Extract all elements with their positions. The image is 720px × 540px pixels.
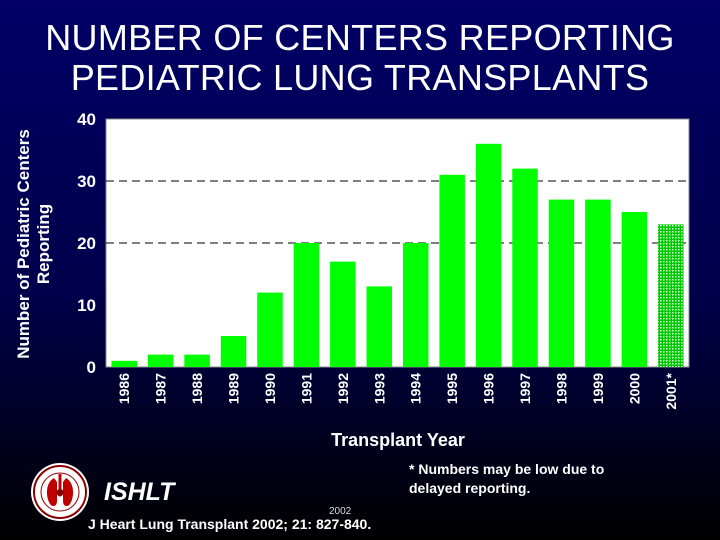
bar-1994 (402, 243, 429, 367)
x-tick-label: 1986 (116, 373, 132, 404)
bar-2000 (621, 212, 648, 367)
x-tick-label: 2000 (626, 373, 642, 404)
bar-1995 (439, 174, 465, 367)
x-tick-labels: 1986 1987 1988 1989 1990 1991 1992 1993 1994 1995… (116, 372, 679, 409)
bar-1999 (585, 199, 611, 367)
y-tick-label: 10 (77, 296, 96, 315)
x-tick-label: 1996 (481, 373, 497, 404)
bar-1998 (548, 199, 575, 367)
bar-1989 (220, 336, 247, 367)
x-tick-label: 1990 (262, 373, 278, 404)
bar-1992 (330, 261, 356, 367)
bar-1993 (366, 286, 393, 367)
x-tick-label: 1997 (517, 373, 533, 404)
bar-2001-partial (658, 224, 684, 367)
y-axis-label-line-2: Reporting (34, 203, 53, 285)
y-tick-label: 0 (87, 358, 96, 377)
title-line-2: PEDIATRIC LUNG TRANSPLANTS (70, 57, 650, 98)
bar-1991 (293, 243, 320, 367)
bar-1987 (147, 354, 174, 367)
x-tick-label: 1993 (371, 373, 387, 404)
ishlt-seal-icon (31, 463, 89, 521)
x-tick-label: 1994 (408, 373, 424, 404)
y-tick-labels: 0 10 20 30 40 (77, 110, 96, 377)
bar-1988 (184, 354, 210, 367)
x-tick-label: 1998 (553, 373, 569, 404)
x-tick-label: 1991 (298, 373, 314, 404)
x-tick-label: 1988 (189, 373, 205, 404)
y-tick-label: 30 (77, 172, 96, 191)
bar-1996 (475, 143, 502, 367)
bars (111, 143, 684, 367)
bar-1997 (512, 168, 538, 367)
title-line-1: NUMBER OF CENTERS REPORTING (45, 17, 675, 58)
small-year: 2002 (329, 506, 352, 517)
bar-1986 (111, 360, 137, 367)
y-axis-label: Number of Pediatric Centers Reporting (14, 129, 54, 359)
y-tick-label: 20 (77, 234, 96, 253)
y-tick-label: 40 (77, 110, 96, 129)
y-axis-label-line-1: Number of Pediatric Centers (14, 129, 33, 359)
footnote: * Numbers may be low due to delayed repo… (409, 461, 605, 496)
x-tick-label: 1999 (590, 373, 606, 404)
chart-title: NUMBER OF CENTERS REPORTING PEDIATRIC LU… (0, 18, 720, 98)
org-name: ISHLT (104, 478, 175, 506)
x-tick-label: 1989 (226, 373, 242, 404)
x-tick-label: 2001* (663, 372, 679, 409)
x-axis-label: Transplant Year (331, 430, 465, 450)
x-tick-label: 1992 (335, 373, 351, 404)
bar-1990 (257, 292, 283, 367)
x-tick-label: 1987 (153, 373, 169, 404)
citation: J Heart Lung Transplant 2002; 21: 827-84… (88, 516, 372, 532)
x-tick-label: 1995 (444, 373, 460, 404)
